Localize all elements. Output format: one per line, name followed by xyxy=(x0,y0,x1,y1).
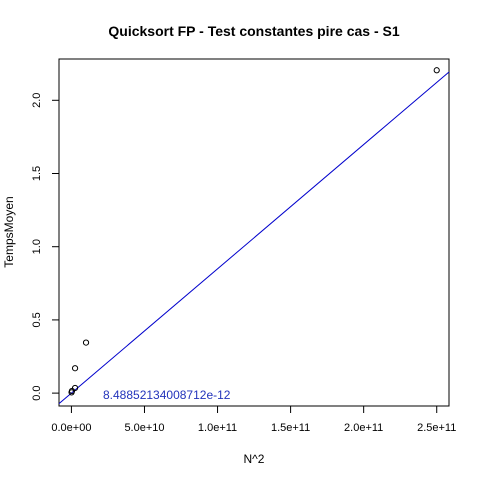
x-tick-label: 0.0e+00 xyxy=(51,422,91,434)
x-axis-label: N^2 xyxy=(244,452,265,466)
regression-line xyxy=(58,71,450,405)
y-tick-label: 0.5 xyxy=(31,312,43,327)
chart-title: Quicksort FP - Test constantes pire cas … xyxy=(108,23,399,39)
y-tick-label: 2.0 xyxy=(31,93,43,108)
fit-line-layer xyxy=(58,71,450,405)
x-tick-label: 1.0e+11 xyxy=(198,422,237,434)
x-tick-label: 5.0e+10 xyxy=(124,422,164,434)
data-point xyxy=(433,67,440,74)
x-axis: 0.0e+00 5.0e+10 1.0e+11 1.5e+11 2.0e+11 2.5e+… xyxy=(51,405,456,434)
y-tick-label: 0.0 xyxy=(31,385,43,400)
data-point xyxy=(71,365,79,372)
slope-annotation: 8.48852134008712e-12 xyxy=(103,388,231,402)
data-point xyxy=(82,339,90,346)
y-axis: 0.0 0.5 1.0 1.5 2.0 xyxy=(31,93,60,401)
x-tick-label: 2.0e+11 xyxy=(344,422,383,434)
y-axis-label: TempsMoyen xyxy=(2,196,16,267)
data-points xyxy=(68,67,440,396)
data-point xyxy=(71,384,79,392)
x-tick-label: 2.5e+11 xyxy=(417,422,456,434)
y-tick-label: 1.5 xyxy=(31,166,43,181)
y-tick-label: 1.0 xyxy=(31,239,43,254)
x-tick-label: 1.5e+11 xyxy=(271,422,310,434)
